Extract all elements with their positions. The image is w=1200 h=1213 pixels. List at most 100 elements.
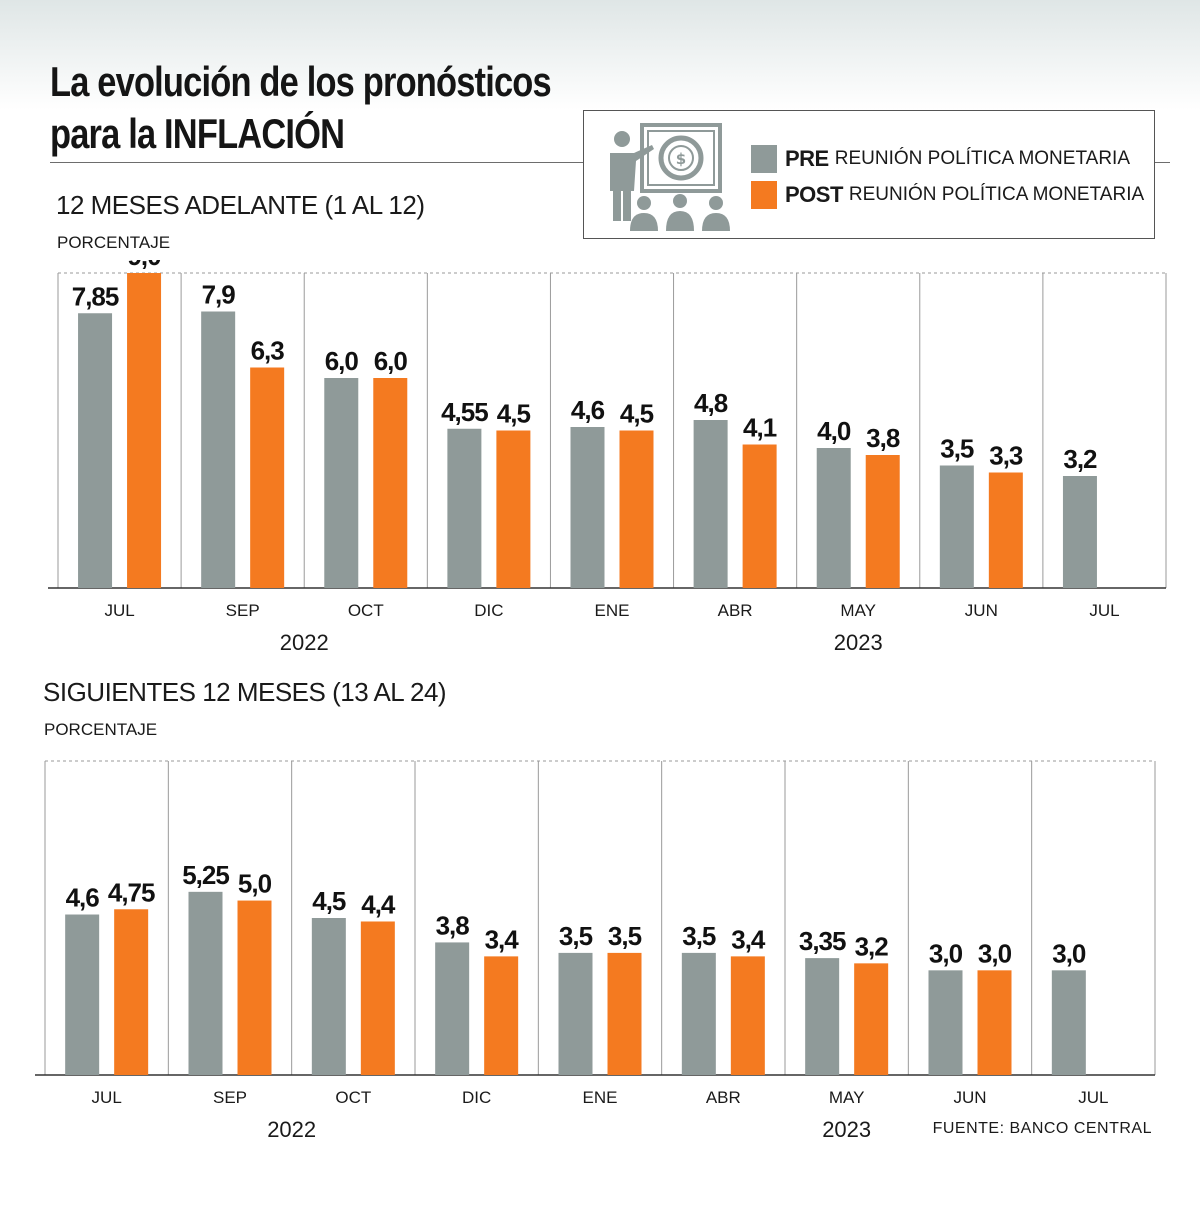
legend-item-pre: PRE REUNIÓN POLÍTICA MONETARIA	[751, 143, 1130, 175]
x-tick-label: JUN	[953, 1088, 986, 1107]
legend-label-pre: REUNIÓN POLÍTICA MONETARIA	[834, 148, 1130, 169]
data-label-post-dic: 4,5	[497, 399, 531, 429]
year-group-label: 2022	[280, 630, 329, 655]
x-tick-label: MAY	[840, 601, 876, 620]
bar-post-may	[854, 963, 889, 1075]
x-tick-label: OCT	[348, 601, 384, 620]
x-tick-label: JUN	[965, 601, 998, 620]
x-tick-label: ENE	[583, 1088, 618, 1107]
x-tick-label: ENE	[595, 601, 630, 620]
data-label-post-ene: 3,5	[608, 921, 642, 951]
data-label-pre-ene: 3,5	[559, 921, 593, 951]
bar-post-oct	[360, 921, 395, 1075]
bar-post-abr	[730, 956, 765, 1075]
bar-pre-sep	[201, 311, 236, 588]
data-label-post-jul: 9,0	[127, 260, 161, 271]
bar-pre-abr	[693, 420, 728, 588]
bar-post-jun	[977, 970, 1012, 1075]
x-tick-label: JUL	[1089, 601, 1119, 620]
bar-post-abr	[742, 444, 777, 588]
year-group-label: 2023	[834, 630, 883, 655]
bar-pre-jul	[65, 914, 100, 1075]
data-label-post-abr: 3,4	[731, 924, 766, 954]
data-label-pre-dic: 4,55	[441, 397, 488, 427]
x-tick-label: JUL	[104, 601, 134, 620]
data-label-post-jun: 3,0	[978, 938, 1012, 968]
bar-post-dic	[484, 956, 519, 1075]
presentation-icon: $	[610, 123, 730, 231]
x-tick-label: SEP	[226, 601, 260, 620]
source-note: FUENTE: BANCO CENTRAL	[932, 1120, 1152, 1137]
bar-pre-jul	[1051, 970, 1086, 1075]
x-tick-label: OCT	[335, 1088, 371, 1107]
data-label-pre-oct: 6,0	[325, 346, 359, 376]
x-tick-label: JUL	[1078, 1088, 1108, 1107]
page-title: La evolución de los pronósticos para la …	[50, 56, 552, 160]
data-label-pre-abr: 3,5	[682, 921, 716, 951]
data-label-pre-sep: 5,25	[182, 860, 229, 890]
data-label-pre-may: 3,35	[799, 926, 846, 956]
bar-post-jul	[127, 273, 162, 588]
bar-post-dic	[496, 430, 531, 588]
data-label-post-dic: 3,4	[485, 924, 520, 954]
data-label-post-may: 3,8	[866, 423, 900, 453]
chart-2-title: SIGUIENTES 12 MESES (13 AL 24)	[43, 677, 447, 707]
data-label-post-abr: 4,1	[743, 413, 777, 443]
legend-key-post: POST	[785, 182, 843, 207]
x-tick-label: ABR	[706, 1088, 741, 1107]
svg-text:$: $	[676, 150, 686, 168]
data-label-pre-jun: 3,0	[929, 938, 963, 968]
x-tick-label: MAY	[829, 1088, 865, 1107]
data-label-pre-jul: 3,2	[1063, 444, 1097, 474]
legend-item-post: POST REUNIÓN POLÍTICA MONETARIA	[751, 179, 1144, 211]
legend-key-pre: PRE	[785, 146, 829, 171]
title-line-1: La evolución de los pronósticos	[50, 58, 552, 105]
data-label-pre-dic: 3,8	[436, 910, 470, 940]
data-label-pre-jul: 3,0	[1052, 938, 1086, 968]
bar-pre-oct	[311, 918, 346, 1075]
year-group-label: 2022	[267, 1117, 316, 1142]
legend-swatch-post	[751, 181, 777, 209]
x-tick-label: JUL	[92, 1088, 122, 1107]
bar-pre-abr	[681, 952, 716, 1075]
bar-pre-dic	[435, 942, 470, 1075]
data-label-post-sep: 6,3	[251, 336, 285, 366]
data-label-pre-jul: 4,6	[66, 883, 100, 913]
x-tick-label: ABR	[718, 601, 753, 620]
legend-label-post: REUNIÓN POLÍTICA MONETARIA	[848, 184, 1145, 205]
data-label-post-jul: 4,75	[108, 877, 155, 907]
data-label-post-oct: 4,4	[361, 889, 396, 919]
header-band	[0, 0, 1200, 110]
data-label-pre-sep: 7,9	[202, 280, 236, 310]
data-label-post-jun: 3,3	[989, 441, 1023, 471]
x-tick-label: DIC	[474, 601, 503, 620]
data-label-post-oct: 6,0	[374, 346, 408, 376]
data-label-post-sep: 5,0	[238, 869, 272, 899]
title-line-2: para la INFLACIÓN	[50, 110, 345, 157]
chart-1-title: 12 MESES ADELANTE (1 AL 12)	[56, 190, 425, 220]
bar-pre-jul	[78, 313, 113, 588]
bar-pre-ene	[558, 952, 593, 1075]
bar-post-sep	[237, 900, 272, 1075]
chart-1-unit: PORCENTAJE	[57, 233, 171, 252]
bar-pre-may	[805, 958, 840, 1075]
x-tick-label: DIC	[462, 1088, 491, 1107]
data-label-post-ene: 4,5	[620, 399, 654, 429]
data-label-pre-ene: 4,6	[571, 395, 605, 425]
bar-pre-jun	[939, 465, 974, 588]
bar-pre-dic	[447, 428, 482, 588]
bar-post-oct	[373, 378, 408, 588]
bar-pre-may	[816, 448, 851, 588]
bar-post-may	[865, 455, 900, 588]
chart-2: 4,6 4,75 JUL 5,25 5,0 SEP 4,5 4,4 OCT 3,8 3,4 DIC 3,…	[35, 760, 1156, 1142]
data-label-pre-oct: 4,5	[312, 886, 346, 916]
data-label-pre-jul: 7,85	[72, 281, 119, 311]
year-group-label: 2023	[822, 1117, 871, 1142]
x-tick-label: SEP	[213, 1088, 247, 1107]
chart-2-unit: PORCENTAJE	[44, 720, 158, 739]
data-label-pre-jun: 3,5	[940, 434, 974, 464]
bar-post-jul	[114, 909, 149, 1075]
bar-post-jun	[988, 472, 1023, 588]
bar-pre-sep	[188, 891, 223, 1075]
bar-post-ene	[607, 952, 642, 1075]
